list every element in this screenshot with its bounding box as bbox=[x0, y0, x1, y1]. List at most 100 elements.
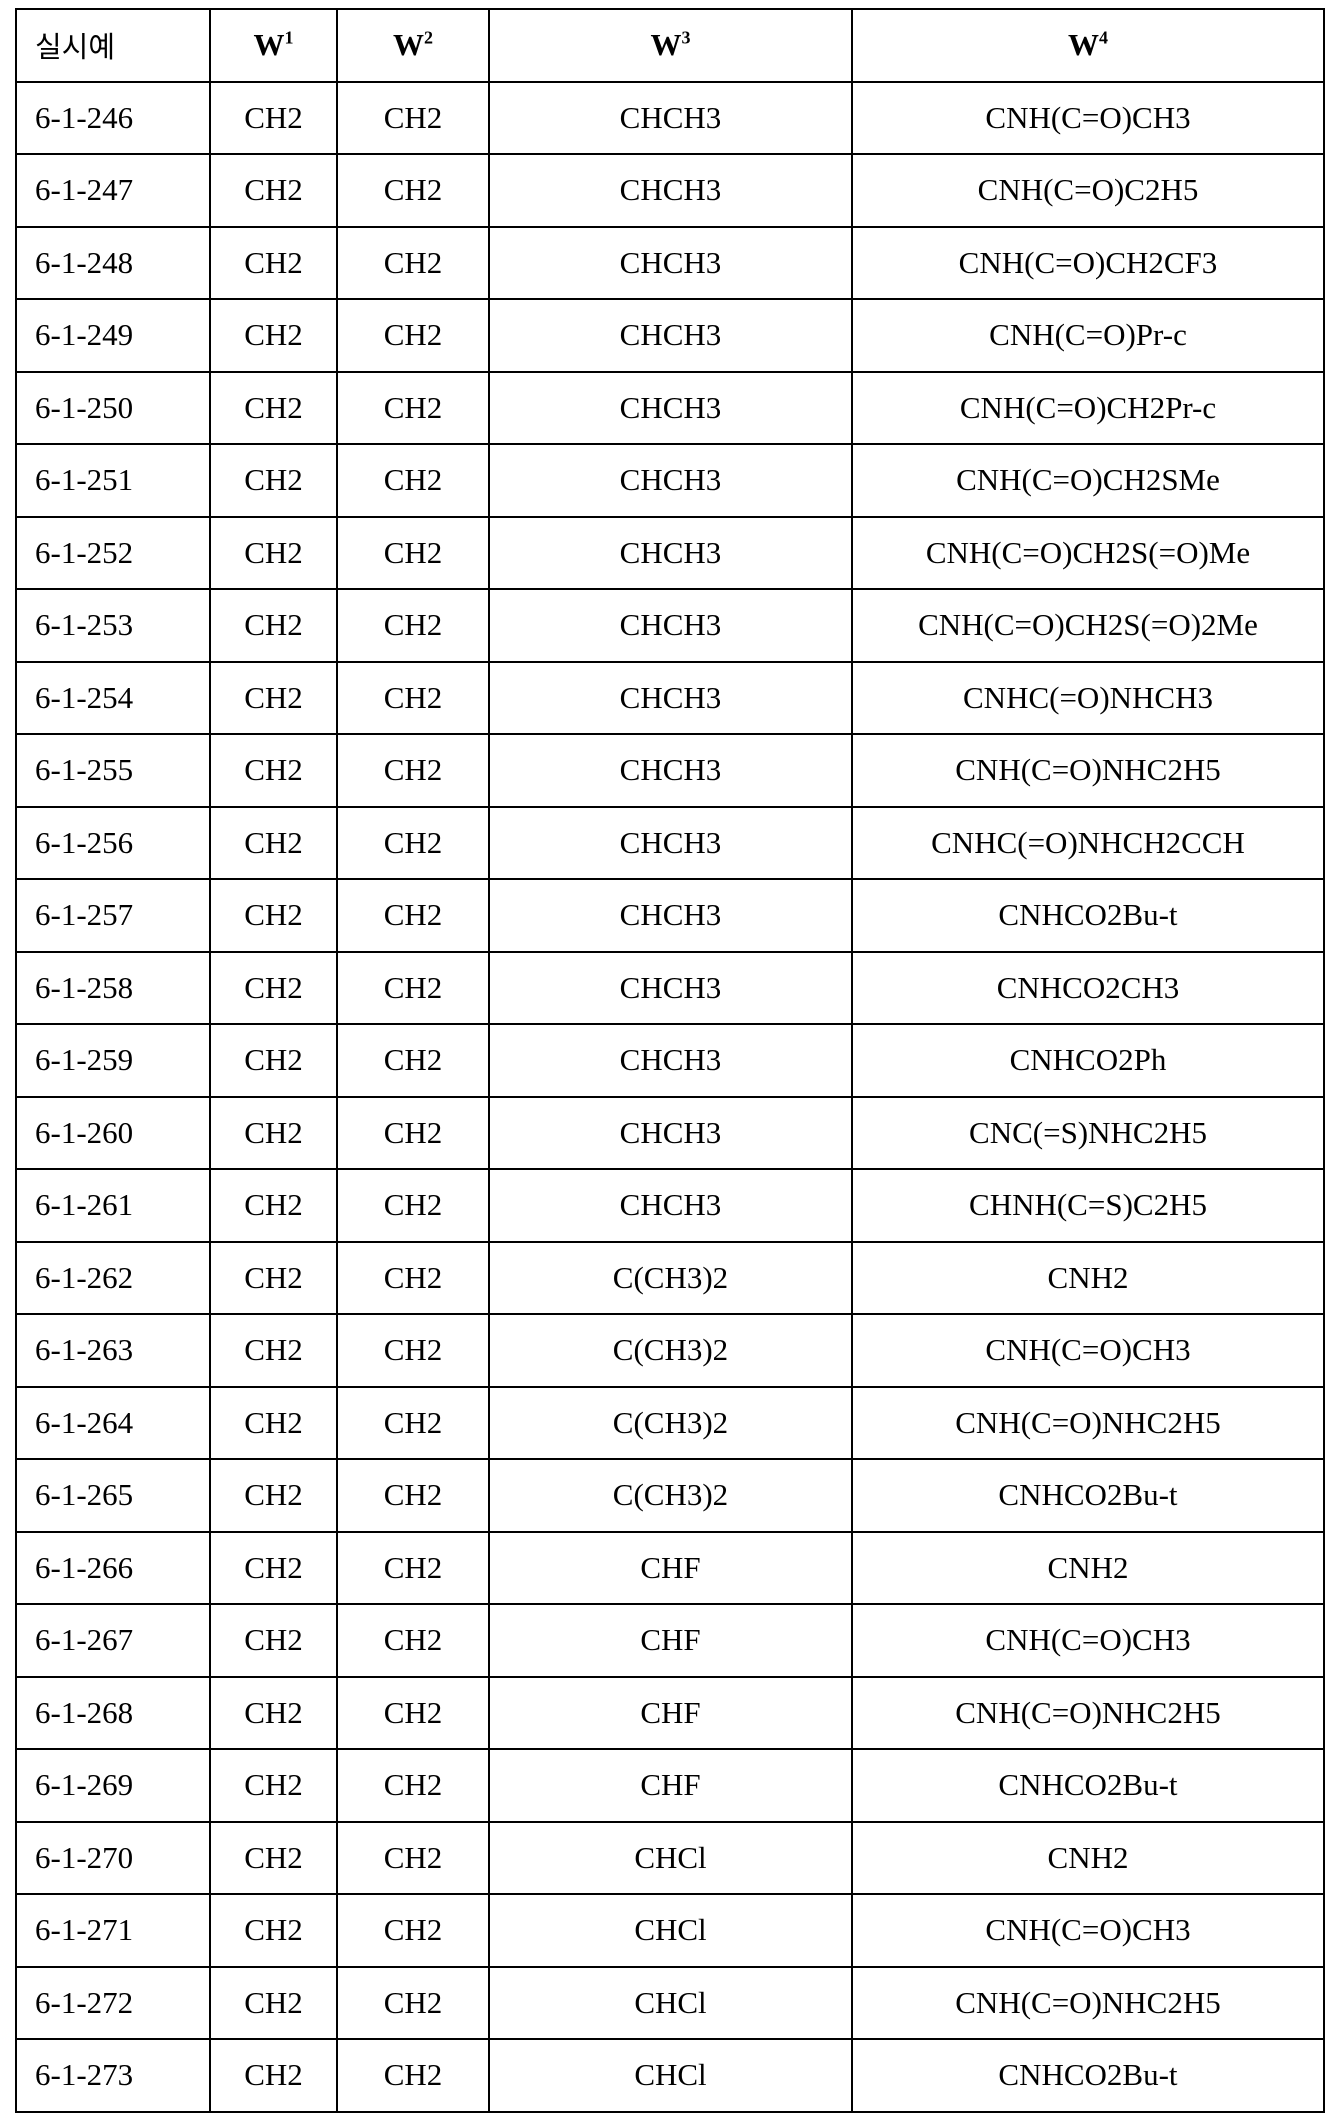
table-cell: C(CH3)2 bbox=[489, 1314, 852, 1387]
table-cell: CNH(C=O)C2H5 bbox=[852, 154, 1324, 227]
table-cell: CH2 bbox=[210, 1169, 337, 1242]
table-cell: CH2 bbox=[337, 2039, 489, 2112]
table-row: 6-1-247CH2CH2CHCH3CNH(C=O)C2H5 bbox=[16, 154, 1324, 227]
table-cell: CNHCO2Bu-t bbox=[852, 1749, 1324, 1822]
table-cell: CNH2 bbox=[852, 1822, 1324, 1895]
table-cell: CH2 bbox=[210, 227, 337, 300]
compound-table: 실시예W1W2W3W4 6-1-246CH2CH2CHCH3CNH(C=O)CH… bbox=[15, 8, 1325, 2113]
table-row: 6-1-269CH2CH2CHFCNHCO2Bu-t bbox=[16, 1749, 1324, 1822]
table-row: 6-1-248CH2CH2CHCH3CNH(C=O)CH2CF3 bbox=[16, 227, 1324, 300]
table-cell: CH2 bbox=[337, 1749, 489, 1822]
table-cell: CNHCO2CH3 bbox=[852, 952, 1324, 1025]
table-cell: CHCH3 bbox=[489, 1169, 852, 1242]
column-header: W3 bbox=[489, 9, 852, 82]
table-cell: C(CH3)2 bbox=[489, 1242, 852, 1315]
table-cell: CHCl bbox=[489, 2039, 852, 2112]
table-cell: CHCH3 bbox=[489, 1024, 852, 1097]
table-row: 6-1-272CH2CH2CHClCNH(C=O)NHC2H5 bbox=[16, 1967, 1324, 2040]
table-cell: CH2 bbox=[337, 662, 489, 735]
header-label: 실시예 bbox=[35, 30, 115, 64]
table-row: 6-1-263CH2CH2C(CH3)2CNH(C=O)CH3 bbox=[16, 1314, 1324, 1387]
table-cell: 6-1-264 bbox=[16, 1387, 210, 1460]
table-cell: 6-1-259 bbox=[16, 1024, 210, 1097]
table-cell: CH2 bbox=[210, 1242, 337, 1315]
table-cell: CH2 bbox=[337, 1024, 489, 1097]
table-row: 6-1-250CH2CH2CHCH3CNH(C=O)CH2Pr-c bbox=[16, 372, 1324, 445]
table-row: 6-1-270CH2CH2CHClCNH2 bbox=[16, 1822, 1324, 1895]
table-cell: 6-1-250 bbox=[16, 372, 210, 445]
table-row: 6-1-261CH2CH2CHCH3CHNH(C=S)C2H5 bbox=[16, 1169, 1324, 1242]
table-cell: 6-1-260 bbox=[16, 1097, 210, 1170]
table-cell: CH2 bbox=[210, 372, 337, 445]
table-cell: 6-1-268 bbox=[16, 1677, 210, 1750]
table-row: 6-1-264CH2CH2C(CH3)2CNH(C=O)NHC2H5 bbox=[16, 1387, 1324, 1460]
table-cell: CH2 bbox=[210, 1097, 337, 1170]
table-cell: CNH(C=O)CH2Pr-c bbox=[852, 372, 1324, 445]
table-cell: CH2 bbox=[337, 952, 489, 1025]
table-cell: CHCH3 bbox=[489, 807, 852, 880]
table-cell: 6-1-257 bbox=[16, 879, 210, 952]
table-cell: CHCH3 bbox=[489, 879, 852, 952]
table-row: 6-1-258CH2CH2CHCH3CNHCO2CH3 bbox=[16, 952, 1324, 1025]
table-cell: CH2 bbox=[210, 1024, 337, 1097]
table-cell: 6-1-256 bbox=[16, 807, 210, 880]
table-row: 6-1-252CH2CH2CHCH3CNH(C=O)CH2S(=O)Me bbox=[16, 517, 1324, 590]
table-cell: CH2 bbox=[210, 1894, 337, 1967]
table-cell: 6-1-272 bbox=[16, 1967, 210, 2040]
table-row: 6-1-265CH2CH2C(CH3)2CNHCO2Bu-t bbox=[16, 1459, 1324, 1532]
table-cell: CH2 bbox=[337, 1097, 489, 1170]
header-label: W bbox=[651, 27, 682, 62]
table-cell: CNH(C=O)CH2SMe bbox=[852, 444, 1324, 517]
table-cell: CHCH3 bbox=[489, 372, 852, 445]
table-row: 6-1-262CH2CH2C(CH3)2CNH2 bbox=[16, 1242, 1324, 1315]
table-cell: CH2 bbox=[337, 372, 489, 445]
table-cell: 6-1-271 bbox=[16, 1894, 210, 1967]
table-cell: 6-1-265 bbox=[16, 1459, 210, 1532]
table-cell: CH2 bbox=[337, 807, 489, 880]
table-cell: CH2 bbox=[337, 1242, 489, 1315]
table-cell: CH2 bbox=[337, 1677, 489, 1750]
column-header: W1 bbox=[210, 9, 337, 82]
table-cell: CH2 bbox=[210, 444, 337, 517]
table-cell: 6-1-261 bbox=[16, 1169, 210, 1242]
table-cell: CH2 bbox=[210, 1532, 337, 1605]
header-superscript: 3 bbox=[682, 28, 691, 48]
table-cell: CNC(=S)NHC2H5 bbox=[852, 1097, 1324, 1170]
table-cell: CH2 bbox=[210, 807, 337, 880]
table-cell: CHCH3 bbox=[489, 444, 852, 517]
table-cell: CH2 bbox=[210, 1967, 337, 2040]
table-cell: CNH(C=O)CH3 bbox=[852, 1604, 1324, 1677]
table-cell: 6-1-255 bbox=[16, 734, 210, 807]
table-row: 6-1-251CH2CH2CHCH3CNH(C=O)CH2SMe bbox=[16, 444, 1324, 517]
table-row: 6-1-260CH2CH2CHCH3CNC(=S)NHC2H5 bbox=[16, 1097, 1324, 1170]
table-cell: CNH(C=O)NHC2H5 bbox=[852, 734, 1324, 807]
table-row: 6-1-268CH2CH2CHFCNH(C=O)NHC2H5 bbox=[16, 1677, 1324, 1750]
table-cell: CH2 bbox=[210, 82, 337, 155]
table-cell: 6-1-246 bbox=[16, 82, 210, 155]
table-cell: CH2 bbox=[210, 1387, 337, 1460]
table-cell: CH2 bbox=[337, 1967, 489, 2040]
table-cell: CHF bbox=[489, 1677, 852, 1750]
table-cell: CNH(C=O)NHC2H5 bbox=[852, 1387, 1324, 1460]
table-row: 6-1-273CH2CH2CHClCNHCO2Bu-t bbox=[16, 2039, 1324, 2112]
table-cell: CH2 bbox=[337, 589, 489, 662]
table-cell: CH2 bbox=[210, 1459, 337, 1532]
table-cell: CHCH3 bbox=[489, 662, 852, 735]
table-row: 6-1-256CH2CH2CHCH3CNHC(=O)NHCH2CCH bbox=[16, 807, 1324, 880]
table-cell: 6-1-249 bbox=[16, 299, 210, 372]
table-cell: 6-1-251 bbox=[16, 444, 210, 517]
table-cell: CHCH3 bbox=[489, 734, 852, 807]
table-cell: CNH(C=O)NHC2H5 bbox=[852, 1967, 1324, 2040]
table-cell: CNH(C=O)NHC2H5 bbox=[852, 1677, 1324, 1750]
table-cell: CH2 bbox=[210, 154, 337, 227]
header-superscript: 4 bbox=[1099, 28, 1108, 48]
table-cell: CH2 bbox=[337, 82, 489, 155]
table-cell: 6-1-258 bbox=[16, 952, 210, 1025]
column-header: W4 bbox=[852, 9, 1324, 82]
table-cell: CH2 bbox=[337, 154, 489, 227]
table-row: 6-1-271CH2CH2CHClCNH(C=O)CH3 bbox=[16, 1894, 1324, 1967]
table-cell: CHCH3 bbox=[489, 517, 852, 590]
table-cell: CHCH3 bbox=[489, 154, 852, 227]
table-cell: CH2 bbox=[337, 734, 489, 807]
table-cell: 6-1-269 bbox=[16, 1749, 210, 1822]
